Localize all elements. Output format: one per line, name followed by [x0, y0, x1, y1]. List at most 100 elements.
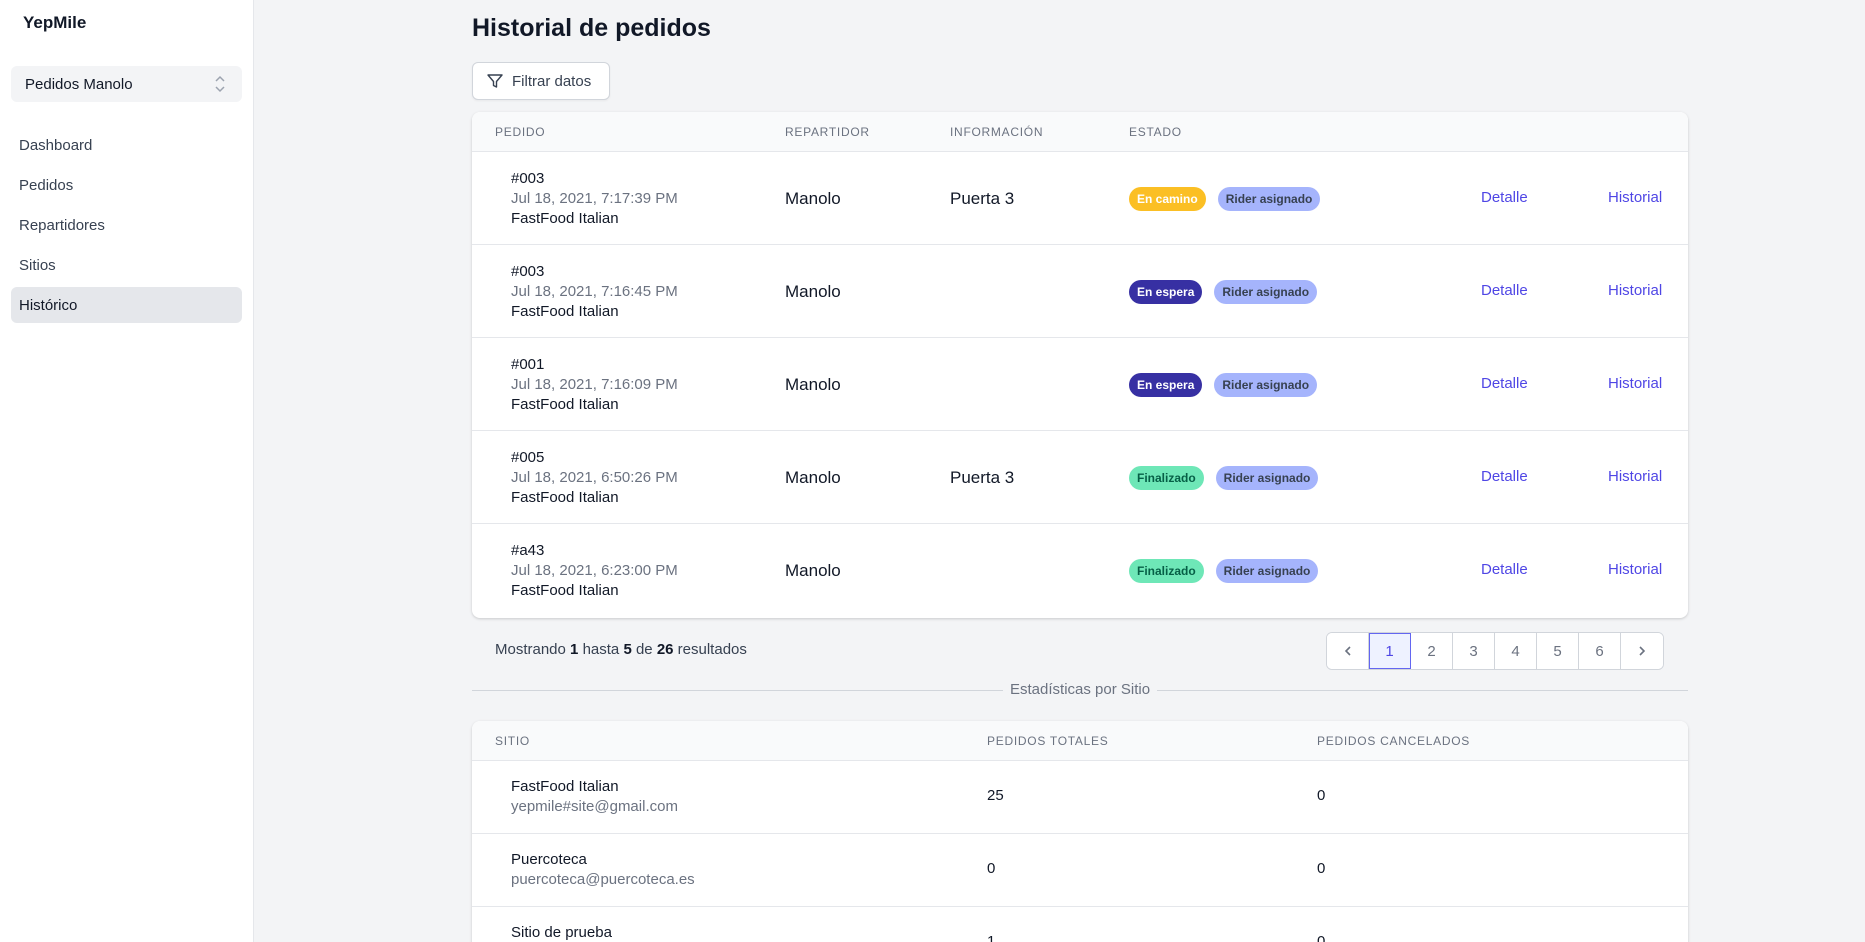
order-info: Puerta 3	[950, 468, 1015, 487]
site-email: yepmile#site@gmail.com	[511, 798, 678, 815]
rider-assigned-badge: Rider asignado	[1214, 280, 1318, 304]
site-name: FastFood Italian	[511, 778, 619, 795]
sidebar-item-pedidos[interactable]: Pedidos	[11, 167, 242, 203]
sidebar-item-label: Histórico	[19, 296, 78, 314]
order-id: #a43	[511, 542, 545, 559]
results-from: 1	[570, 641, 579, 658]
rider-name: Manolo	[785, 561, 841, 580]
status-badge: En espera	[1129, 280, 1203, 304]
order-id: #003	[511, 263, 545, 280]
app-logo: YepMile	[23, 13, 87, 32]
column-header-pedidos-totales: Pedidos totales	[987, 734, 1109, 748]
results-to: 5	[623, 641, 632, 658]
site-name: Sitio de prueba	[511, 924, 612, 941]
column-header-repartidor: Repartidor	[785, 125, 870, 139]
order-cell: #003 Jul 18, 2021, 7:16:45 PM FastFood I…	[511, 262, 678, 322]
page-button-2[interactable]: 2	[1411, 633, 1453, 669]
site-cancelled-orders: 0	[1317, 860, 1326, 877]
detail-link[interactable]: Detalle	[1481, 189, 1528, 206]
site-total-orders: 25	[987, 787, 1004, 804]
site-cancelled-orders: 0	[1317, 933, 1326, 942]
page-button-5[interactable]: 5	[1537, 633, 1579, 669]
page-title: Historial de pedidos	[472, 14, 711, 42]
order-status: En camino Rider asignado	[1129, 187, 1321, 211]
rider-name: Manolo	[785, 189, 841, 208]
order-date: Jul 18, 2021, 6:50:26 PM	[511, 469, 678, 486]
site-cell: FastFood Italian yepmile#site@gmail.com	[511, 777, 678, 817]
column-header-estado: Estado	[1129, 125, 1182, 139]
site-stats-header: Sitio Pedidos totales Pedidos cancelados	[472, 721, 1688, 761]
order-status: En espera Rider asignado	[1129, 280, 1318, 304]
column-header-pedidos-cancelados: Pedidos cancelados	[1317, 734, 1470, 748]
previous-page-button[interactable]	[1327, 633, 1369, 669]
page-button-3[interactable]: 3	[1453, 633, 1495, 669]
status-badge: Finalizado	[1129, 466, 1204, 490]
table-row: #005 Jul 18, 2021, 6:50:26 PM FastFood I…	[472, 431, 1688, 524]
sidebar-item-historico[interactable]: Histórico	[11, 287, 242, 323]
table-row: #003 Jul 18, 2021, 7:17:39 PM FastFood I…	[472, 152, 1688, 245]
order-id: #001	[511, 356, 545, 373]
site-cancelled-orders: 0	[1317, 787, 1326, 804]
rider-name: Manolo	[785, 282, 841, 301]
history-link[interactable]: Historial	[1608, 375, 1663, 392]
order-cell: #001 Jul 18, 2021, 7:16:09 PM FastFood I…	[511, 355, 678, 415]
sidebar-nav: Dashboard Pedidos Repartidores Sitios Hi…	[11, 127, 242, 327]
column-header-pedido: Pedido	[495, 125, 546, 139]
order-site: FastFood Italian	[511, 582, 619, 599]
rider-assigned-badge: Rider asignado	[1215, 559, 1319, 583]
table-row: #001 Jul 18, 2021, 7:16:09 PM FastFood I…	[472, 338, 1688, 431]
order-date: Jul 18, 2021, 6:23:00 PM	[511, 562, 678, 579]
orders-table-header: Pedido Repartidor Información Estado	[472, 112, 1688, 152]
site-stats-table: Sitio Pedidos totales Pedidos cancelados…	[472, 721, 1688, 942]
workspace-selector[interactable]: Pedidos Manolo	[11, 66, 242, 102]
page-button-6[interactable]: 6	[1579, 633, 1621, 669]
site-total-orders: 1	[987, 933, 996, 942]
table-row: FastFood Italian yepmile#site@gmail.com …	[472, 761, 1688, 834]
history-link[interactable]: Historial	[1608, 561, 1663, 578]
table-row: Puercoteca puercoteca@puercoteca.es 0 0	[472, 834, 1688, 907]
sidebar: YepMile Pedidos Manolo Dashboard Pedidos…	[0, 0, 254, 942]
detail-link[interactable]: Detalle	[1481, 561, 1528, 578]
rider-name: Manolo	[785, 375, 841, 394]
order-site: FastFood Italian	[511, 210, 619, 227]
order-id: #005	[511, 449, 545, 466]
sidebar-item-sitios[interactable]: Sitios	[11, 247, 242, 283]
sidebar-item-label: Pedidos	[19, 176, 74, 194]
order-site: FastFood Italian	[511, 396, 619, 413]
column-header-sitio: Sitio	[495, 734, 530, 748]
history-link[interactable]: Historial	[1608, 282, 1663, 299]
next-page-button[interactable]	[1621, 633, 1663, 669]
rider-assigned-badge: Rider asignado	[1214, 373, 1318, 397]
order-site: FastFood Italian	[511, 303, 619, 320]
order-status: Finalizado Rider asignado	[1129, 466, 1319, 490]
sidebar-item-label: Repartidores	[19, 216, 105, 234]
history-link[interactable]: Historial	[1608, 468, 1663, 485]
order-cell: #003 Jul 18, 2021, 7:17:39 PM FastFood I…	[511, 169, 678, 229]
order-info: Puerta 3	[950, 189, 1015, 208]
results-prefix: Mostrando	[495, 641, 566, 658]
filter-button[interactable]: Filtrar datos	[472, 62, 610, 100]
page-button-1[interactable]: 1	[1369, 633, 1411, 669]
order-cell: #a43 Jul 18, 2021, 6:23:00 PM FastFood I…	[511, 541, 678, 601]
pagination: 1 2 3 4 5 6	[1326, 632, 1664, 670]
history-link[interactable]: Historial	[1608, 189, 1663, 206]
sidebar-item-label: Sitios	[19, 256, 56, 274]
chevron-right-icon	[1639, 646, 1646, 656]
order-date: Jul 18, 2021, 7:17:39 PM	[511, 190, 678, 207]
page-button-4[interactable]: 4	[1495, 633, 1537, 669]
status-badge: Finalizado	[1129, 559, 1204, 583]
detail-link[interactable]: Detalle	[1481, 282, 1528, 299]
detail-link[interactable]: Detalle	[1481, 375, 1528, 392]
site-email: puercoteca@puercoteca.es	[511, 871, 695, 888]
site-cell: Puercoteca puercoteca@puercoteca.es	[511, 850, 695, 890]
orders-table: Pedido Repartidor Información Estado #00…	[472, 112, 1688, 618]
site-name: Puercoteca	[511, 851, 587, 868]
chevron-up-down-icon	[215, 75, 225, 93]
section-divider-label: Estadísticas por Sitio	[1003, 681, 1158, 698]
order-id: #003	[511, 170, 545, 187]
sidebar-item-label: Dashboard	[19, 136, 93, 154]
status-badge: En camino	[1129, 187, 1206, 211]
detail-link[interactable]: Detalle	[1481, 468, 1528, 485]
sidebar-item-repartidores[interactable]: Repartidores	[11, 207, 242, 243]
sidebar-item-dashboard[interactable]: Dashboard	[11, 127, 242, 163]
